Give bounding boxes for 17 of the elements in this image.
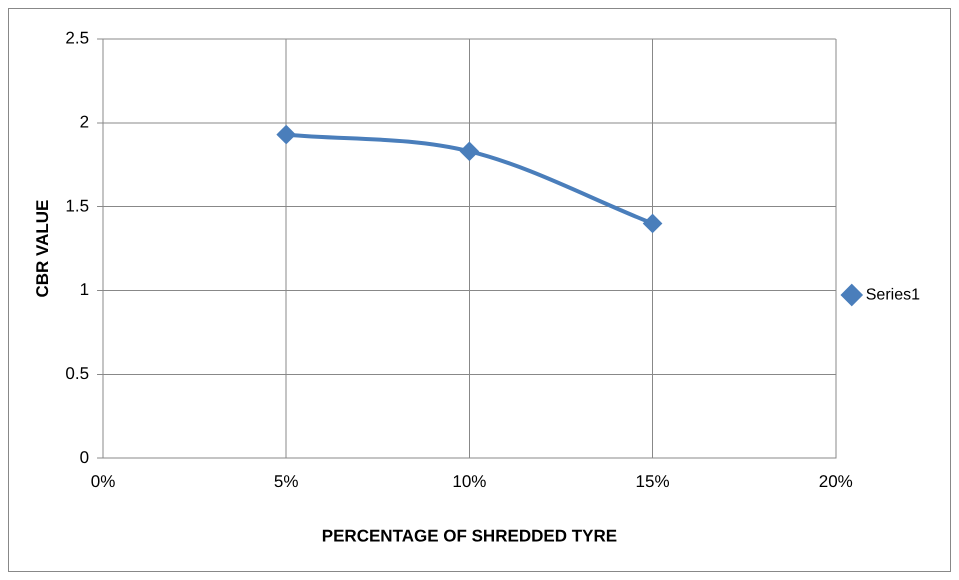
point [644,214,662,232]
y-tick-label: 2.5 [65,28,90,48]
x-tick-label: 20% [818,472,853,492]
y-axis-title: CBR VALUE [32,200,52,298]
x-axis-title: PERCENTAGE OF SHREDDED TYRE [322,526,618,546]
point [277,126,296,144]
y-tick-label: 0.5 [65,364,90,384]
x-tick-label: 10% [452,472,486,492]
x-tick-label: 5% [274,472,298,492]
x-tick-label: 0% [90,472,116,492]
y-tick-label: 1.5 [65,196,90,216]
y-tick-label: 2 [80,112,90,132]
x-tick-label: 15% [636,472,670,492]
y-tick-label: 1 [80,280,90,300]
y-tick-label: 0 [80,448,90,467]
point [460,142,478,160]
legend-label: Series1 [866,286,920,304]
